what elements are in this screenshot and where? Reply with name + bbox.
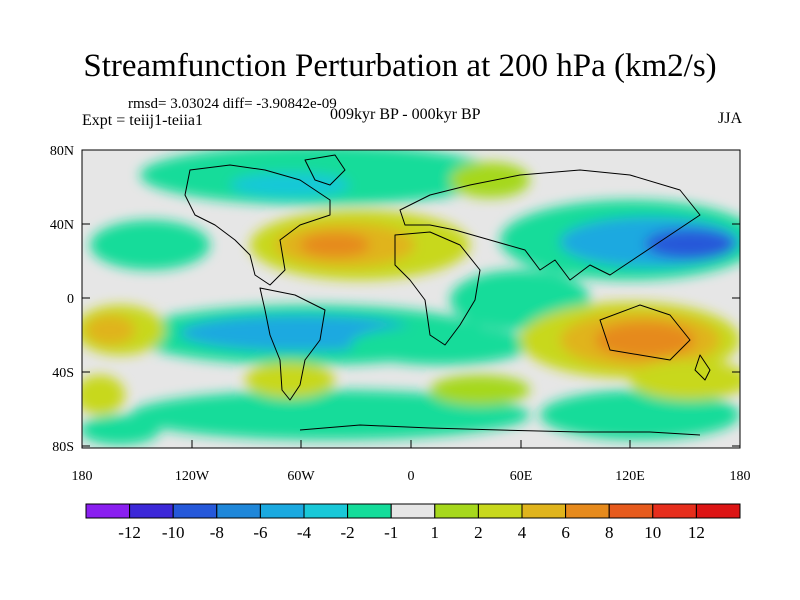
colorbar-label: 8 [605, 523, 614, 542]
lon-tick-label: 180 [730, 469, 751, 484]
rmsd-stats: rmsd= 3.03024 diff= -3.90842e-09 [128, 96, 337, 112]
colorbar-swatch [216, 503, 261, 519]
colorbar-swatch [85, 503, 131, 519]
lon-tick-label: 60E [510, 469, 533, 484]
colorbar-label: 12 [688, 523, 705, 542]
colorbar-label: -10 [162, 523, 185, 542]
colorbar-swatch [565, 503, 610, 519]
colorbar-label: 2 [474, 523, 483, 542]
experiment-label: Expt = teiij1-teiia1 [82, 112, 203, 129]
lon-tick-label: 120E [615, 469, 645, 484]
lon-axis: 180 120W 60W 0 60E 120E 180 [72, 440, 751, 484]
colorbar-label: -6 [253, 523, 267, 542]
lon-tick-label: 60W [287, 469, 315, 484]
colorbar: -12 -10 -8 -6 -4 -2 -1 1 2 4 6 8 10 12 [85, 503, 741, 542]
plot-title: Streamfunction Perturbation at 200 hPa (… [83, 48, 717, 84]
colorbar-swatch [303, 503, 349, 519]
lat-tick-label: 0 [67, 292, 74, 307]
colorbar-label: 4 [518, 523, 527, 542]
colorbar-label: -8 [210, 523, 224, 542]
lon-tick-label: 0 [408, 469, 415, 484]
colorbar-swatch [477, 503, 523, 519]
colorbar-swatch [172, 503, 218, 519]
lon-tick-label: 180 [72, 469, 93, 484]
lat-axis: 80N 40N 0 40S 80S [50, 144, 740, 455]
colorbar-swatch [695, 503, 741, 519]
lat-tick-label: 40S [52, 366, 74, 381]
colorbar-label: -4 [297, 523, 312, 542]
colorbar-swatch [521, 503, 567, 519]
colorbar-swatch [129, 503, 174, 519]
colorbar-swatch [434, 503, 479, 519]
lat-tick-label: 80N [50, 144, 74, 159]
lat-tick-label: 40N [50, 218, 74, 233]
colorbar-label: 10 [644, 523, 661, 542]
lon-tick-label: 120W [175, 469, 210, 484]
coastlines [184, 154, 711, 436]
season-label: JJA [717, 110, 742, 127]
colorbar-swatch [347, 503, 392, 519]
colorbar-label: -1 [384, 523, 398, 542]
colorbar-swatch [259, 503, 305, 519]
colorbar-label: 6 [561, 523, 570, 542]
colorbar-label: -2 [341, 523, 355, 542]
colorbar-swatch [652, 503, 697, 519]
colorbar-swatch [390, 503, 436, 519]
colorbar-label: -12 [118, 523, 141, 542]
contour-field [82, 150, 740, 448]
lat-tick-label: 80S [52, 440, 74, 455]
colorbar-label: 1 [431, 523, 440, 542]
colorbar-swatch [608, 503, 654, 519]
period-label: 009kyr BP - 000kyr BP [330, 106, 481, 123]
